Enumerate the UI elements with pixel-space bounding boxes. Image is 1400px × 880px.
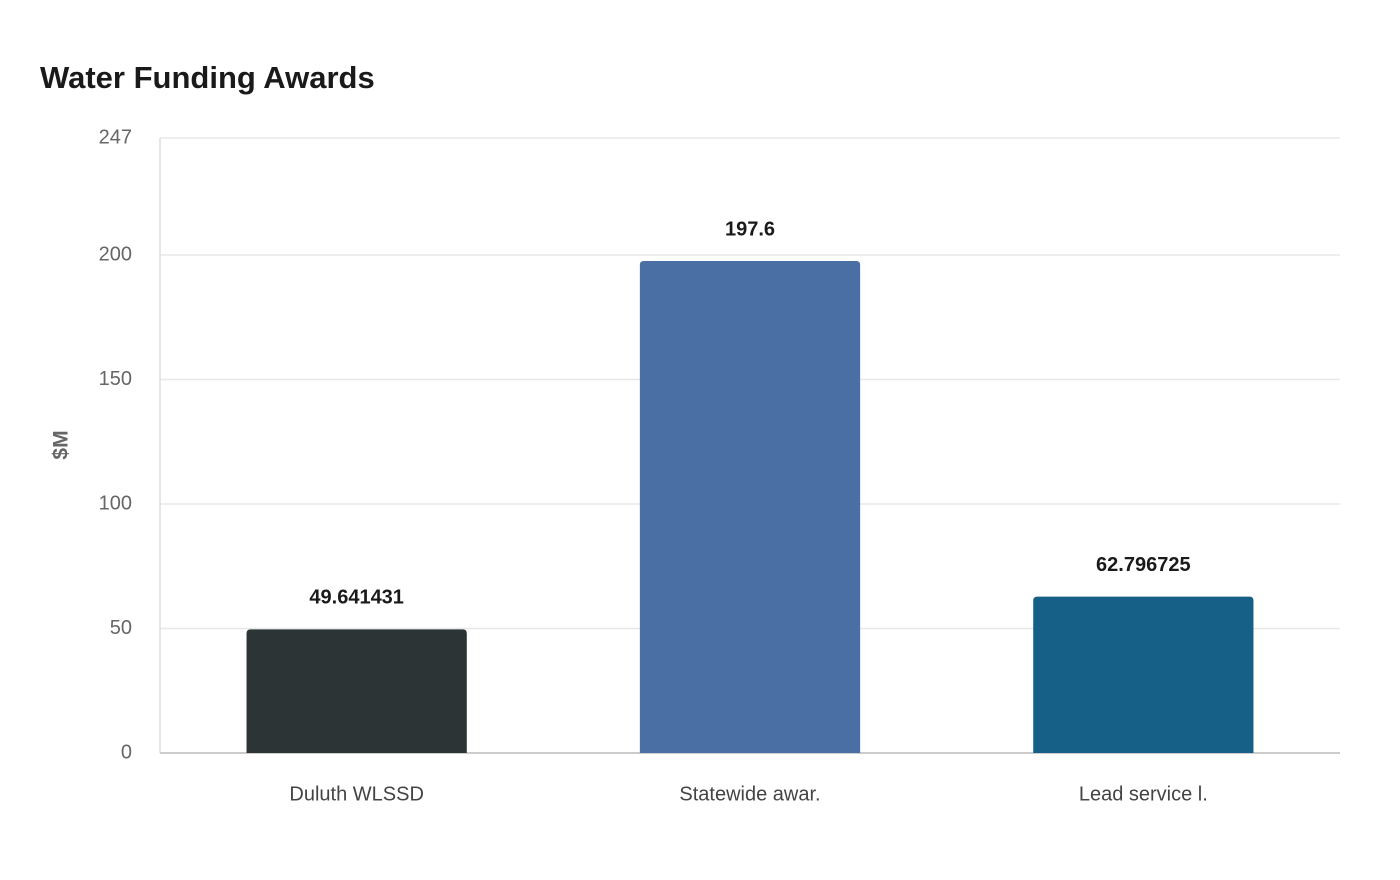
bar [639, 261, 861, 753]
bar [1033, 596, 1254, 753]
y-axis-label: $M [50, 430, 73, 459]
x-tick-label: Duluth WLSSD [289, 783, 424, 805]
value-label: 197.6 [725, 218, 775, 240]
value-label: 62.796725 [1096, 554, 1191, 576]
y-tick-label: 0 [121, 741, 132, 763]
x-tick-label: Lead service l. [1079, 783, 1208, 805]
y-tick-label: 247 [99, 126, 132, 148]
value-label: 49.641431 [309, 587, 404, 609]
y-tick-label: 200 [99, 243, 132, 265]
y-tick-label: 100 [99, 492, 132, 514]
chart-title: Water Funding Awards [40, 60, 375, 95]
y-tick-label: 50 [110, 617, 132, 639]
bar [246, 629, 467, 753]
y-tick-label: 150 [99, 368, 132, 390]
x-tick-label: Statewide awar. [679, 783, 820, 805]
